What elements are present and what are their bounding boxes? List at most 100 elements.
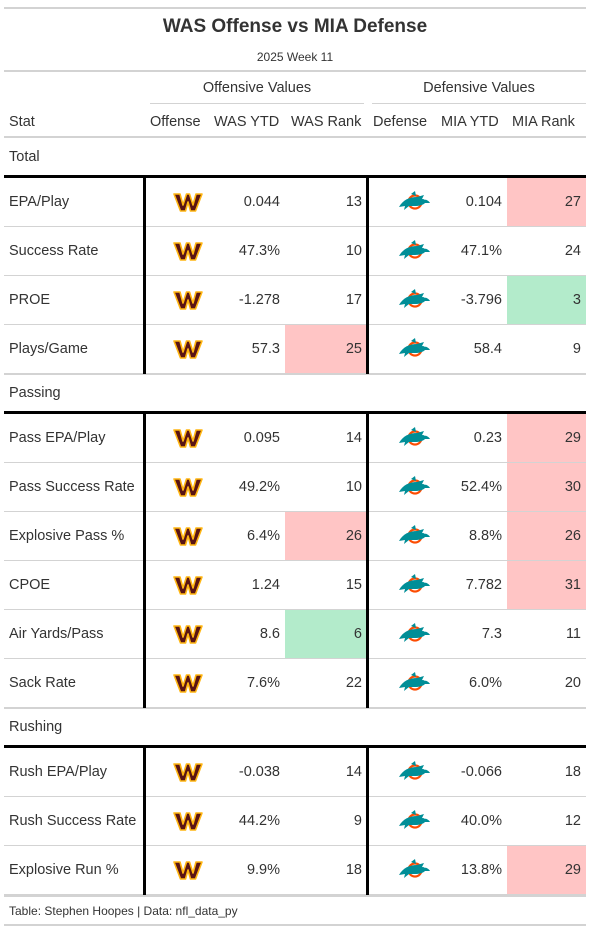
source-note: Table: Stephen Hoopes | Data: nfl_data_p… [9,904,238,918]
table-row: EPA/Play 0.044 13 0.104 27 [4,178,586,227]
table-row: Rush EPA/Play -0.038 14 -0.066 18 [4,748,586,797]
commanders-logo-icon [173,289,203,316]
commanders-logo-icon [173,427,203,454]
was-ytd-value: 49.2% [238,479,280,495]
column-header-mia-rank: MIA Rank [512,114,575,130]
dolphins-logo-icon [397,671,431,700]
spanner-defensive-values: Defensive Values [423,80,535,96]
dolphins-logo-icon [397,239,431,268]
table-subtitle: 2025 Week 11 [256,50,334,64]
column-divider [366,414,369,708]
table-row: Sack Rate 7.6% 22 6.0% 20 [4,659,586,708]
dolphins-logo-icon [397,573,431,602]
was-ytd-value: -0.038 [238,764,280,780]
spanner-rule-defense [372,103,586,104]
mia-rank-value: 27 [507,178,586,227]
mia-ytd-value: 58.4 [473,341,502,357]
column-divider [143,178,146,374]
row-group-label: Passing [9,385,61,401]
spanner-rule-offense [150,103,364,104]
was-ytd-value: 1.24 [251,577,280,593]
mia-rank-value: 29 [507,846,586,895]
commanders-logo-icon [173,859,203,886]
commanders-logo-icon [173,191,203,218]
table-row: Success Rate 47.3% 10 47.1% 24 [4,227,586,276]
commanders-logo-icon [173,574,203,601]
mia-ytd-value: -0.066 [460,764,502,780]
was-rank-value: 9 [353,813,362,829]
column-divider [143,414,146,708]
row-group-label: Rushing [9,719,63,735]
table-row: Pass EPA/Play 0.095 14 0.23 29 [4,414,586,463]
was-rank-value: 13 [345,194,362,210]
mia-ytd-value: 0.104 [465,194,502,210]
table-title: WAS Offense vs MIA Defense [162,16,428,37]
row-separator [4,226,586,227]
mia-rank-value: 29 [507,414,586,463]
mia-ytd-value: 8.8% [468,528,502,544]
was-ytd-value: 6.4% [246,528,280,544]
was-rank-value: 10 [345,243,362,259]
mia-rank-value: 18 [564,764,581,780]
mia-ytd-value: 6.0% [468,675,502,691]
mia-rank-value: 9 [572,341,581,357]
was-ytd-value: 0.095 [243,430,280,446]
commanders-logo-icon [173,761,203,788]
mia-rank-value: 31 [507,561,586,610]
dolphins-logo-icon [397,337,431,366]
was-rank-value: 17 [345,292,362,308]
stat-name: Success Rate [9,243,99,259]
was-ytd-value: 57.3 [251,341,280,357]
mia-rank-value: 26 [507,512,586,561]
mia-rank-value: 30 [507,463,586,512]
commanders-logo-icon [173,476,203,503]
commanders-logo-icon [173,338,203,365]
dolphins-logo-icon [397,288,431,317]
stat-name: Pass Success Rate [9,479,135,495]
mia-ytd-value: 7.3 [481,626,502,642]
mia-rank-value: 12 [564,813,581,829]
commanders-logo-icon [173,810,203,837]
was-ytd-value: -1.278 [238,292,280,308]
commanders-logo-icon [173,623,203,650]
stat-name: Rush EPA/Play [9,764,108,780]
footer-rule [4,924,586,926]
row-group-rule [4,745,586,748]
was-rank-value: 26 [285,512,366,561]
stat-name: Air Yards/Pass [9,626,104,642]
column-header-rule [4,136,586,138]
commanders-logo-icon [173,240,203,267]
table-row: Plays/Game 57.3 25 58.4 9 [4,325,586,374]
mia-ytd-value: 0.23 [473,430,502,446]
row-separator [4,373,586,375]
mia-rank-value: 3 [507,276,586,325]
was-rank-value: 18 [345,862,362,878]
stat-name: CPOE [9,577,51,593]
mia-ytd-value: 13.8% [460,862,502,878]
stat-name: EPA/Play [9,194,70,210]
mia-ytd-value: 40.0% [460,813,502,829]
table-row: Explosive Pass % 6.4% 26 8.8% 26 [4,512,586,561]
column-header-was-ytd: WAS YTD [214,114,280,130]
column-divider [143,748,146,895]
was-ytd-value: 44.2% [238,813,280,829]
row-group-rule [4,175,586,178]
row-separator [4,275,586,276]
bottom-rule [4,895,586,897]
row-separator [4,324,586,325]
table-row: Air Yards/Pass 8.6 6 7.3 11 [4,610,586,659]
stat-name: PROE [9,292,51,308]
mia-ytd-value: -3.796 [460,292,502,308]
column-header-offense: Offense [150,114,201,130]
row-separator [4,511,586,512]
table-row: CPOE 1.24 15 7.782 31 [4,561,586,610]
column-header-was-rank: WAS Rank [291,114,362,130]
heading-rule [4,70,586,72]
row-separator [4,609,586,610]
was-ytd-value: 9.9% [246,862,280,878]
dolphins-logo-icon [397,426,431,455]
was-ytd-value: 8.6 [259,626,280,642]
was-rank-value: 22 [345,675,362,691]
column-header-mia-ytd: MIA YTD [441,114,499,130]
dolphins-logo-icon [397,809,431,838]
